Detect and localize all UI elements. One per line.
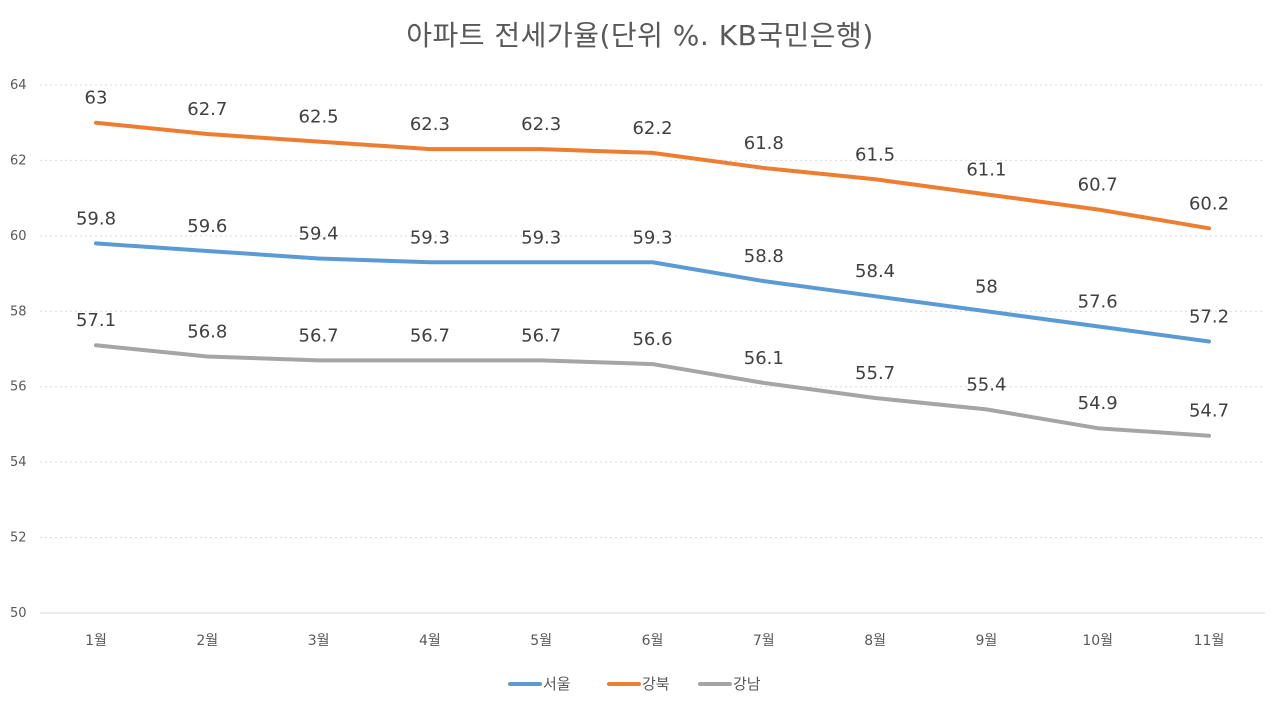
data-label: 62.3	[410, 114, 450, 135]
x-tick-label: 7월	[753, 633, 775, 649]
data-label: 54.7	[1189, 401, 1229, 422]
x-tick-label: 11월	[1194, 633, 1225, 649]
x-tick-label: 3월	[308, 633, 330, 649]
data-label: 62.3	[521, 114, 561, 135]
data-label: 54.9	[1078, 393, 1118, 414]
series-line-강남	[94, 343, 1211, 438]
data-label: 61.1	[966, 159, 1006, 180]
data-label: 58	[975, 276, 998, 297]
chart-title: 아파트 전세가율(단위 %. KB국민은행)	[406, 19, 874, 52]
data-label: 62.5	[299, 107, 339, 128]
data-label: 56.7	[299, 325, 339, 346]
data-label: 59.6	[187, 216, 227, 237]
data-label: 60.2	[1189, 193, 1229, 214]
series-line-서울	[94, 241, 1211, 344]
data-label: 56.7	[521, 325, 561, 346]
data-label: 56.7	[410, 325, 450, 346]
data-label: 57.6	[1078, 291, 1118, 312]
y-tick-label: 60	[10, 229, 27, 244]
y-tick-label: 56	[10, 380, 27, 395]
y-tick-label: 62	[10, 153, 27, 168]
data-label: 62.2	[632, 118, 672, 139]
data-label: 58.4	[855, 261, 895, 282]
legend-entry: 서울	[543, 675, 571, 693]
data-label: 55.4	[966, 374, 1006, 395]
data-label: 55.7	[855, 363, 895, 384]
data-label: 61.5	[855, 144, 895, 165]
legend-entry: 강북	[642, 675, 670, 693]
x-tick-label: 10월	[1082, 633, 1113, 649]
data-label: 57.2	[1189, 306, 1229, 327]
x-tick-label: 5월	[530, 633, 552, 649]
data-label: 59.8	[76, 208, 116, 229]
data-label: 63	[85, 88, 108, 109]
data-label: 58.8	[744, 246, 784, 267]
y-tick-label: 64	[10, 78, 27, 93]
y-tick-label: 50	[10, 606, 27, 621]
data-label: 62.7	[187, 99, 227, 120]
x-tick-label: 9월	[976, 633, 998, 649]
x-tick-label: 4월	[419, 633, 441, 649]
data-label: 56.6	[632, 329, 672, 350]
data-label: 56.1	[744, 348, 784, 369]
y-tick-label: 58	[10, 304, 27, 319]
data-label: 59.3	[521, 227, 561, 248]
x-tick-label: 8월	[864, 633, 886, 649]
data-label: 59.3	[632, 227, 672, 248]
data-label: 57.1	[76, 310, 116, 331]
data-label: 60.7	[1078, 174, 1118, 195]
data-label: 59.3	[410, 227, 450, 248]
y-tick-label: 54	[10, 455, 27, 470]
x-tick-label: 2월	[196, 633, 218, 649]
data-label: 59.4	[299, 223, 339, 244]
x-tick-label: 1월	[85, 633, 107, 649]
legend-entry: 강남	[733, 675, 761, 693]
x-tick-label: 6월	[642, 633, 664, 649]
data-label: 61.8	[744, 133, 784, 154]
series-line-강북	[94, 120, 1211, 231]
y-tick-label: 52	[10, 531, 27, 546]
data-label: 56.8	[187, 322, 227, 343]
